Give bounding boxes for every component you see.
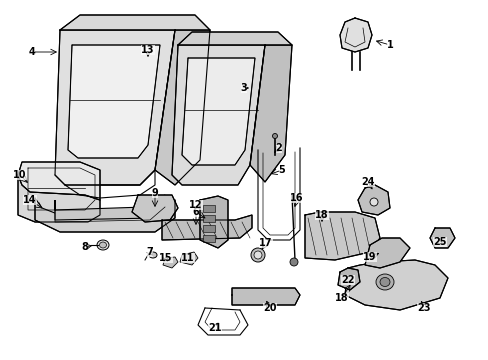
Polygon shape <box>203 225 215 232</box>
Text: 12: 12 <box>189 200 203 210</box>
Ellipse shape <box>99 242 106 248</box>
Ellipse shape <box>369 198 377 206</box>
Text: 10: 10 <box>13 170 27 180</box>
Text: 9: 9 <box>151 188 158 198</box>
Polygon shape <box>364 238 409 268</box>
Text: 14: 14 <box>23 195 37 205</box>
Text: 13: 13 <box>141 45 154 55</box>
Polygon shape <box>18 162 100 200</box>
Text: 8: 8 <box>81 242 88 252</box>
Text: 7: 7 <box>146 247 153 257</box>
Polygon shape <box>55 30 175 185</box>
Polygon shape <box>180 252 198 265</box>
Polygon shape <box>200 196 227 248</box>
Polygon shape <box>132 195 178 222</box>
Ellipse shape <box>375 274 393 290</box>
Text: 5: 5 <box>278 165 285 175</box>
Ellipse shape <box>97 240 109 250</box>
Text: 15: 15 <box>159 253 172 263</box>
Polygon shape <box>60 15 209 30</box>
Polygon shape <box>182 58 254 165</box>
Text: 4: 4 <box>29 47 35 57</box>
Polygon shape <box>357 185 389 215</box>
Text: 16: 16 <box>290 193 303 203</box>
Polygon shape <box>203 235 215 242</box>
Circle shape <box>289 258 297 266</box>
Polygon shape <box>55 195 164 220</box>
Polygon shape <box>203 215 215 222</box>
Ellipse shape <box>250 248 264 262</box>
Text: 21: 21 <box>208 323 221 333</box>
Polygon shape <box>172 45 264 185</box>
Polygon shape <box>163 257 178 268</box>
Polygon shape <box>203 205 215 212</box>
Text: 20: 20 <box>263 303 276 313</box>
Text: 11: 11 <box>181 253 194 263</box>
Text: 25: 25 <box>432 237 446 247</box>
Text: 6: 6 <box>192 207 199 217</box>
Polygon shape <box>345 260 447 310</box>
Text: 23: 23 <box>416 303 430 313</box>
Text: 18: 18 <box>315 210 328 220</box>
Text: 17: 17 <box>259 238 272 248</box>
Polygon shape <box>155 30 209 185</box>
Polygon shape <box>249 45 291 182</box>
Polygon shape <box>35 198 175 232</box>
Polygon shape <box>68 45 160 158</box>
Polygon shape <box>178 32 291 45</box>
Polygon shape <box>305 212 379 260</box>
Ellipse shape <box>272 134 277 139</box>
Text: 19: 19 <box>363 252 376 262</box>
Text: 3: 3 <box>240 83 247 93</box>
Polygon shape <box>339 18 371 52</box>
Text: 24: 24 <box>361 177 374 187</box>
Ellipse shape <box>149 252 157 258</box>
Polygon shape <box>429 228 454 248</box>
Polygon shape <box>231 288 299 305</box>
Text: 1: 1 <box>386 40 392 50</box>
Polygon shape <box>337 268 359 290</box>
Text: 2: 2 <box>275 143 282 153</box>
Polygon shape <box>162 215 251 240</box>
Polygon shape <box>18 175 100 222</box>
Text: 18: 18 <box>334 293 348 303</box>
Text: 22: 22 <box>341 275 354 285</box>
Ellipse shape <box>379 278 389 287</box>
Ellipse shape <box>253 251 262 259</box>
